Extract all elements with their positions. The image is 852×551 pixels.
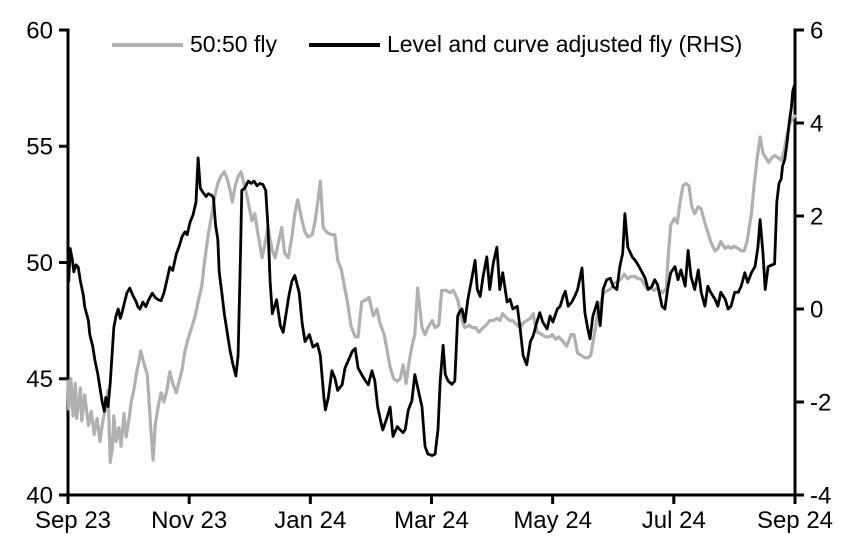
series-line-level-curve-adjusted-fly xyxy=(66,82,797,457)
left-axis-tick-label: 50 xyxy=(26,250,53,277)
x-axis-tick-label: Mar 24 xyxy=(394,507,469,534)
right-axis-tick-label: -2 xyxy=(810,389,831,416)
right-axis-tick-label: 2 xyxy=(810,203,823,230)
x-axis-tick-label: Sep 23 xyxy=(35,507,111,534)
x-axis-tick-label: Nov 23 xyxy=(151,507,227,534)
right-axis-tick-label: 0 xyxy=(810,296,823,323)
x-axis-tick-label: Jul 24 xyxy=(642,507,706,534)
series-line-5050-fly xyxy=(66,114,797,465)
right-axis-tick-label: 4 xyxy=(810,110,823,137)
left-axis-tick-label: 60 xyxy=(26,17,53,44)
left-axis-tick-label: 55 xyxy=(26,134,53,161)
left-axis-tick-label: 45 xyxy=(26,366,53,393)
right-axis-tick-label: 6 xyxy=(810,17,823,44)
left-axis-tick-label: 40 xyxy=(26,482,53,509)
x-axis-tick-label: Jan 24 xyxy=(274,507,346,534)
x-axis-tick-label: Sep 24 xyxy=(757,507,833,534)
right-axis-tick-label: -4 xyxy=(810,482,831,509)
x-axis-tick-label: May 24 xyxy=(513,507,592,534)
